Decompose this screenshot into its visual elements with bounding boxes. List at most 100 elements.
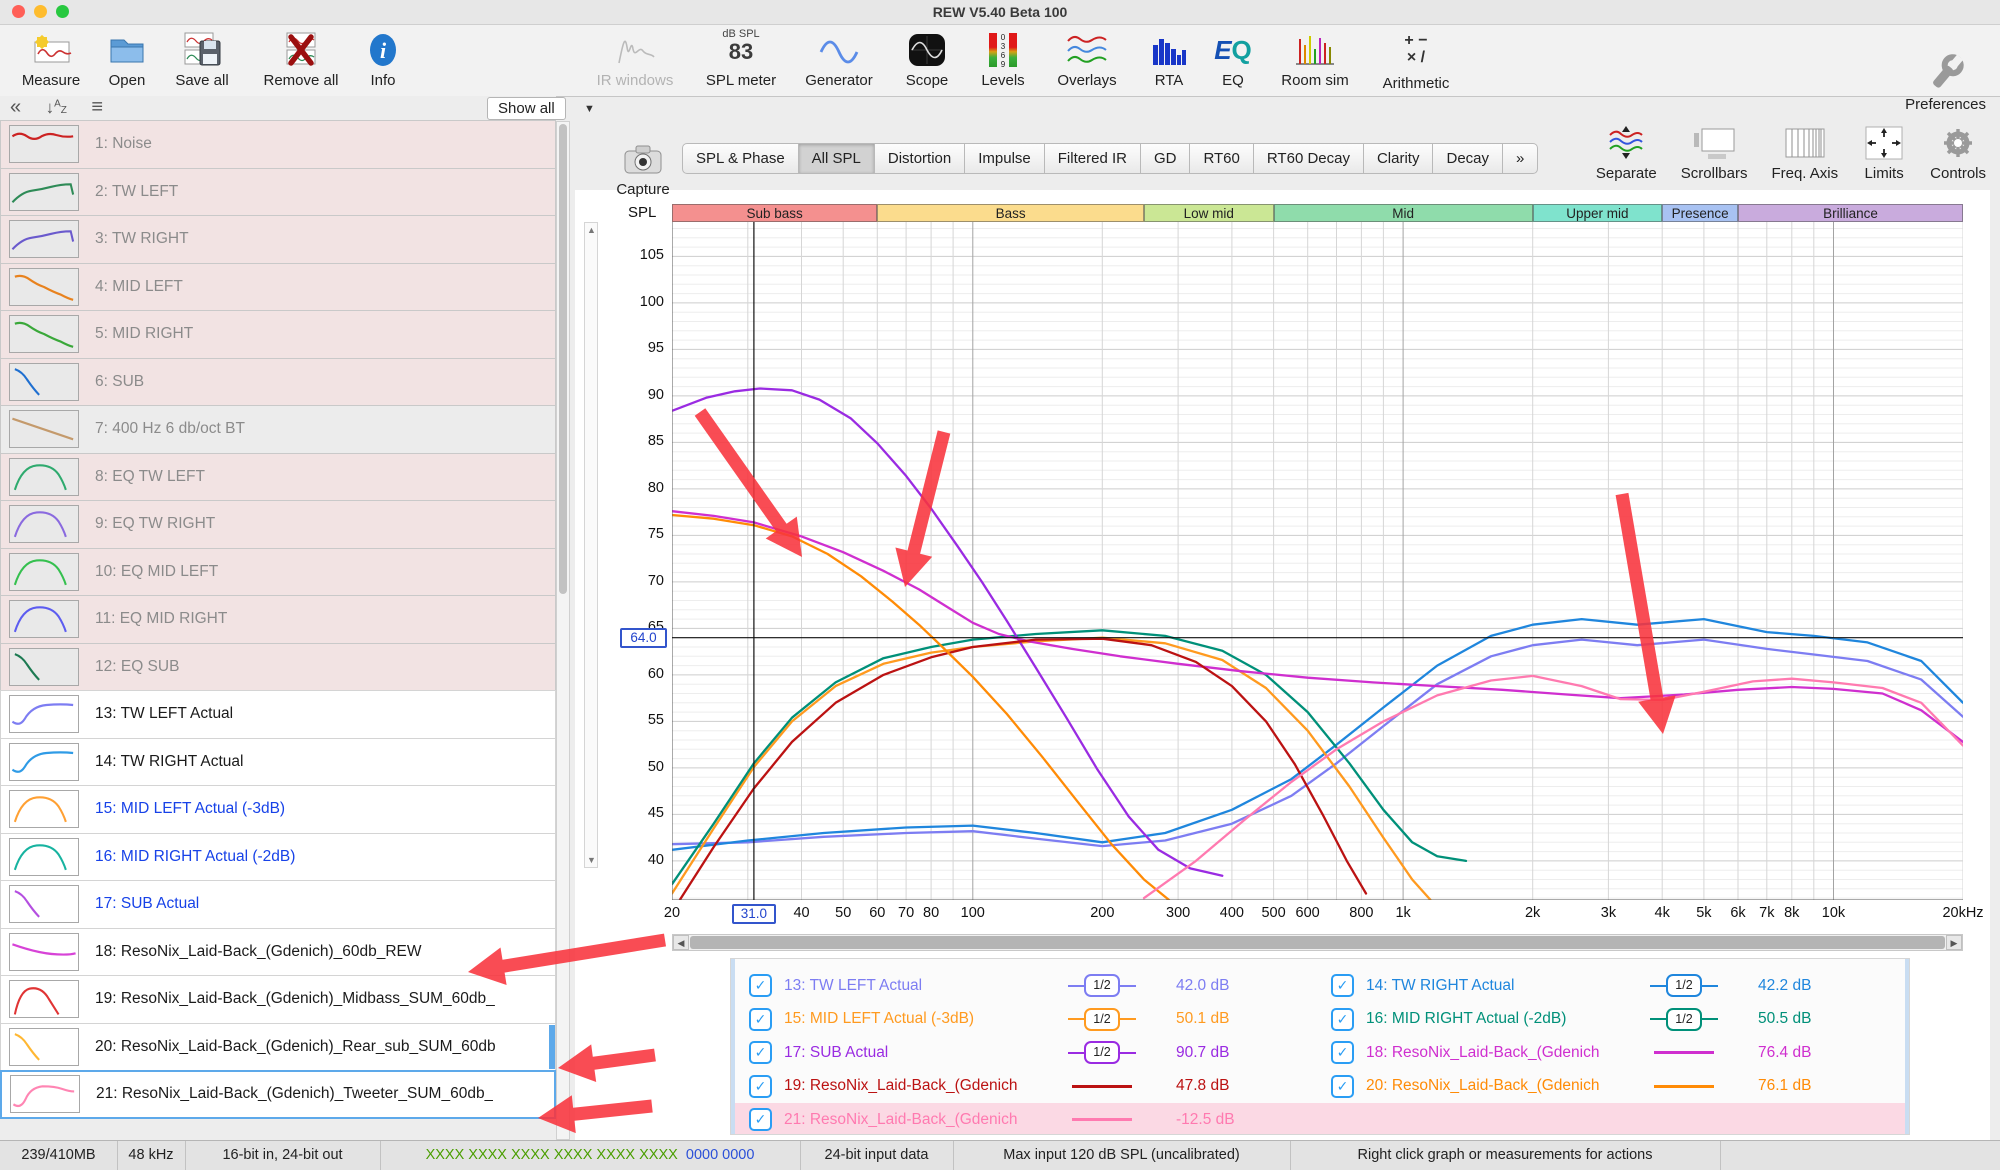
eq-button[interactable]: EQ EQ [1208,29,1258,89]
graph-mini-scrollbar[interactable]: ▲ ▼ [584,222,598,868]
trace-checkbox[interactable]: ✓ [1331,1041,1354,1064]
trace-checkbox[interactable]: ✓ [1331,974,1354,997]
info-button[interactable]: i Info [360,29,406,89]
status-input-bits: XXXX XXXX XXXX XXXX XXXX XXXX 0000 0000 [380,1141,801,1170]
measurement-thumbnail [9,885,79,923]
trace-checkbox[interactable]: ✓ [749,1041,772,1064]
room-sim-button[interactable]: Room sim [1272,29,1358,89]
line-swatch [1042,1085,1162,1088]
trace-checkbox[interactable]: ✓ [1331,1008,1354,1031]
graph-h-scrollbar[interactable]: ◀ ▶ [672,934,1963,951]
remove-all-button[interactable]: Remove all [250,29,352,89]
graph-tab-filtered-ir[interactable]: Filtered IR [1044,143,1141,174]
measurement-row-17[interactable]: 17: SUB Actual [0,880,556,929]
trace-checkbox[interactable]: ✓ [749,1075,772,1098]
measurement-row-14[interactable]: 14: TW RIGHT Actual [0,738,556,787]
measurement-row-18[interactable]: 18: ResoNix_Laid-Back_(Gdenich)_60db_REW [0,928,556,977]
graph-tab-decay[interactable]: Decay [1432,143,1503,174]
trace-checkbox[interactable]: ✓ [749,974,772,997]
separate-button[interactable]: Separate [1596,122,1657,182]
graph-tab-clarity[interactable]: Clarity [1363,143,1434,174]
legend-row-19[interactable]: ✓19: ResoNix_Laid-Back_(Gdenich47.8 dB [749,1070,1271,1104]
scroll-right-icon[interactable]: ▶ [1946,935,1962,950]
capture-label: Capture [612,181,674,198]
measurement-row-21[interactable]: 21: ResoNix_Laid-Back_(Gdenich)_Tweeter_… [0,1070,556,1119]
scrollbars-button[interactable]: Scrollbars [1681,122,1748,182]
measurement-row-10[interactable]: 10: EQ MID LEFT [0,548,556,597]
measurement-list: 1: Noise 2: TW LEFT3: TW RIGHT4: MID LEFT… [0,121,556,1119]
graph-tab-overflow[interactable]: » [1502,143,1538,174]
spl-meter-button[interactable]: dB SPL 83 SPL meter [700,29,782,89]
controls-button[interactable]: Controls [1930,122,1986,182]
graph-tab-impulse[interactable]: Impulse [964,143,1045,174]
measurement-row-16[interactable]: 16: MID RIGHT Actual (-2dB) [0,833,556,882]
scroll-up-icon[interactable]: ▲ [587,225,596,235]
smoothing-swatch: 1/2 [1042,1041,1162,1064]
show-all-dropdown-icon[interactable]: ▼ [584,103,595,115]
trace-checkbox[interactable]: ✓ [1331,1075,1354,1098]
legend-row-15[interactable]: ✓15: MID LEFT Actual (-3dB)1/250.1 dB [749,1003,1271,1037]
measurement-row-19[interactable]: 19: ResoNix_Laid-Back_(Gdenich)_Midbass_… [0,975,556,1024]
measure-button[interactable]: Measure [14,29,88,89]
measurement-row-4[interactable]: 4: MID LEFT [0,263,556,312]
list-menu-icon[interactable]: ≡ [91,96,103,118]
x-tick-label: 10k [1805,905,1861,921]
measurement-row-6[interactable]: 6: SUB [0,358,556,407]
generator-button[interactable]: Generator [800,29,878,89]
toolbar-label: Info [360,72,406,89]
measurement-row-5[interactable]: 5: MID RIGHT [0,310,556,359]
measurement-row-8[interactable]: 8: EQ TW LEFT [0,453,556,502]
tool-label: Freq. Axis [1771,165,1838,182]
measurement-row-15[interactable]: 15: MID LEFT Actual (-3dB) [0,785,556,834]
scrollbar-thumb[interactable] [559,124,567,594]
measurement-row-1[interactable]: 1: Noise [0,120,556,169]
arithmetic-button[interactable]: + − × / Arithmetic [1372,29,1460,92]
collapse-sidebar-icon[interactable]: « [10,96,21,118]
graph-tab-gd[interactable]: GD [1140,143,1191,174]
trace-checkbox[interactable]: ✓ [749,1008,772,1031]
freq-axis-button[interactable]: Freq. Axis [1771,122,1838,182]
limits-button[interactable]: Limits [1862,122,1906,182]
measurement-list-scrollbar[interactable] [556,121,570,1140]
measurement-row-20[interactable]: 20: ResoNix_Laid-Back_(Gdenich)_Rear_sub… [0,1023,556,1072]
spl-chart[interactable] [672,222,1963,900]
status-memory: 239/410MB [0,1141,118,1170]
graph-tab-rt60-decay[interactable]: RT60 Decay [1253,143,1364,174]
legend-row-17[interactable]: ✓17: SUB Actual1/290.7 dB [749,1036,1271,1070]
save-all-button[interactable]: Save all [162,29,242,89]
measurement-row-12[interactable]: 12: EQ SUB [0,643,556,692]
h-scrollbar-thumb[interactable] [690,936,1945,949]
show-all-button[interactable]: Show all [487,97,566,120]
legend-row-16[interactable]: ✓16: MID RIGHT Actual (-2dB)1/250.5 dB [1331,1003,1853,1037]
sort-icon[interactable]: ↓AZ [46,98,67,118]
measurement-label: 1: Noise [95,135,152,153]
overlays-button[interactable]: Overlays [1048,29,1126,89]
open-button[interactable]: Open [98,29,156,89]
legend-row-18[interactable]: ✓18: ResoNix_Laid-Back_(Gdenich76.4 dB [1331,1036,1853,1070]
scope-button[interactable]: Scope [898,29,956,89]
legend-row-20[interactable]: ✓20: ResoNix_Laid-Back_(Gdenich76.1 dB [1331,1070,1853,1104]
scroll-left-icon[interactable]: ◀ [673,935,689,950]
legend-row-14[interactable]: ✓14: TW RIGHT Actual1/242.2 dB [1331,969,1853,1003]
levels-button[interactable]: 0 3 6 9 Levels [972,29,1034,89]
trace-checkbox[interactable]: ✓ [749,1108,772,1131]
legend-row-21[interactable]: ✓21: ResoNix_Laid-Back_(Gdenich-12.5 dB [749,1103,1271,1137]
graph-tab-rt60[interactable]: RT60 [1189,143,1253,174]
measurement-row-3[interactable]: 3: TW RIGHT [0,215,556,264]
preferences-button[interactable]: Preferences [1905,53,1986,113]
legend-row-13[interactable]: ✓13: TW LEFT Actual1/242.0 dB [749,969,1271,1003]
scroll-down-icon[interactable]: ▼ [587,855,596,865]
measurement-row-11[interactable]: 11: EQ MID RIGHT [0,595,556,644]
graph-tab-distortion[interactable]: Distortion [874,143,965,174]
measurement-row-9[interactable]: 9: EQ TW RIGHT [0,500,556,549]
measurement-row-7[interactable]: 7: 400 Hz 6 db/oct BT [0,405,556,454]
graph-tab-all-spl[interactable]: All SPL [798,143,875,174]
rta-button[interactable]: RTA [1142,29,1196,89]
graph-tab-spl-phase[interactable]: SPL & Phase [682,143,799,174]
ir-windows-button[interactable]: IR windows [588,29,682,89]
measurement-row-2[interactable]: 2: TW LEFT [0,168,556,217]
measurement-label: 6: SUB [95,373,144,391]
remove-all-icon [250,29,352,71]
capture-button[interactable]: Capture [612,138,674,198]
measurement-row-13[interactable]: 13: TW LEFT Actual [0,690,556,739]
